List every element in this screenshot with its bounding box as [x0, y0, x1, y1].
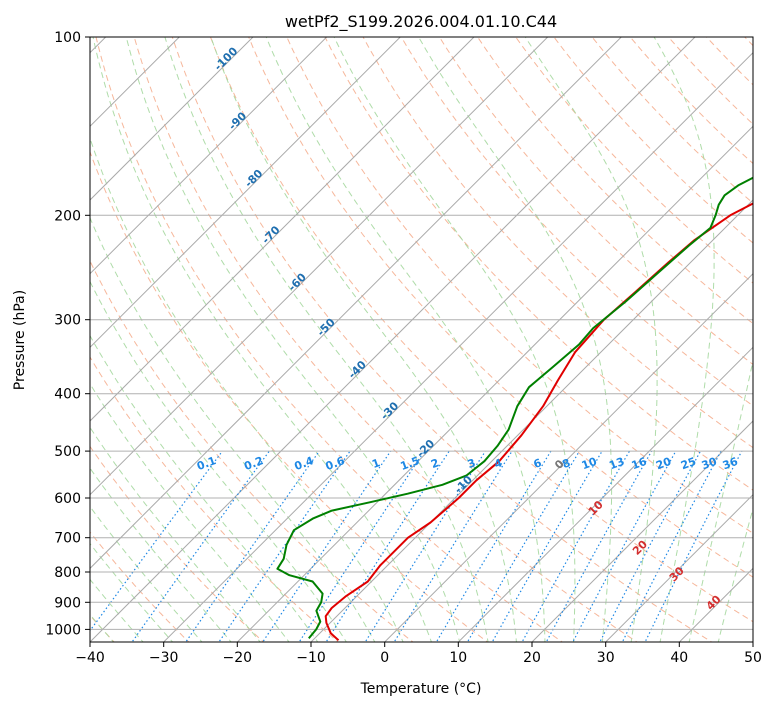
y-tick-label: 300 [54, 313, 81, 329]
isotherm-line [604, 493, 753, 642]
mixing-ratio-label: 16 [630, 455, 649, 473]
y-tick-label: 100 [54, 30, 81, 46]
mixing-ratio-line [131, 450, 270, 642]
isotherm-line [90, 37, 254, 201]
profile-lines [276, 176, 753, 642]
mixing-ratio-line [325, 450, 450, 642]
mixing-ratio-label: 0.4 [293, 454, 316, 473]
mixing-ratio-label: 0.1 [195, 454, 218, 473]
x-axis-label: Temperature (°C) [360, 681, 482, 697]
mixing-ratio-line [572, 450, 677, 642]
dry-adiabat-line [90, 150, 489, 642]
mixing-ratio-line [393, 450, 513, 642]
chart-title: wetPf2_S199.2026.004.01.10.C44 [285, 12, 557, 32]
y-tick-label: 500 [54, 444, 81, 460]
mixing-ratio-label: 1 [370, 456, 382, 471]
moist-adiabat-line [90, 216, 376, 642]
mixing-ratio-label: 30 [700, 455, 719, 473]
y-tick-label: 700 [54, 531, 81, 547]
mixing-ratio-line [599, 450, 702, 642]
mixing-ratio-label: 8 [560, 456, 572, 471]
y-tick-label: 1000 [45, 622, 81, 638]
x-tick-label: −30 [149, 650, 179, 666]
mixing-ratio-line [621, 450, 722, 642]
mixing-ratio-label: 13 [607, 455, 626, 472]
isotherm-line [383, 272, 753, 642]
x-tick-label: 20 [523, 650, 541, 666]
mixing-ratio-line [262, 450, 392, 642]
pressure-gridlines [90, 37, 753, 630]
mixing-ratio-line [90, 450, 223, 632]
mixing-ratio-label: 1.5 [399, 454, 422, 473]
mixing-ratio-label: 36 [721, 455, 740, 473]
y-tick-label: 400 [54, 387, 81, 403]
mixing-ratio-label: 0.6 [324, 454, 347, 473]
y-tick-label: 800 [54, 565, 81, 581]
y-tick-label: 200 [54, 208, 81, 224]
mixing-ratio-label: 0.2 [242, 454, 265, 473]
x-tick-label: −20 [223, 650, 253, 666]
isotherm-line [236, 125, 753, 642]
mixing-ratio-label: 20 [654, 455, 673, 473]
y-axis: 1000 900 800 700 600 500 400 300 200 100 [45, 30, 90, 638]
isotherm-line [90, 37, 402, 349]
isotherm-line [457, 346, 753, 642]
isotherm-line [90, 37, 181, 128]
mixing-ratio-line [364, 450, 486, 642]
x-axis: −40 −30 −20 −10 0 10 20 30 40 50 [75, 642, 762, 666]
x-tick-label: 10 [449, 650, 467, 666]
x-tick-label: 0 [380, 650, 389, 666]
mixing-ratio-label: 2 [429, 456, 441, 471]
mixing-ratio-label: 3 [466, 456, 478, 471]
isotherm-line [90, 37, 475, 422]
mixing-ratio-line [466, 450, 580, 642]
x-tick-label: −10 [296, 650, 326, 666]
temperature-profile-line [324, 202, 753, 642]
x-tick-label: 30 [597, 650, 615, 666]
y-axis-label: Pressure (hPa) [12, 290, 28, 390]
isotherm-line [90, 37, 549, 496]
mixing-ratio-label: 6 [532, 456, 544, 471]
mixing-ratio-label: 25 [679, 455, 698, 472]
isotherm-line [162, 51, 753, 642]
dry-adiabat-line [90, 259, 414, 642]
isotherm-line [90, 37, 696, 642]
mixing-ratio-label: 10 [580, 455, 599, 473]
mixing-ratio-line [298, 450, 425, 642]
x-tick-label: −40 [75, 650, 105, 666]
mixing-ratio-line [185, 450, 320, 642]
isotherm-line [90, 37, 623, 570]
mixing-ratio-label: 4 [492, 456, 504, 471]
x-tick-label: 50 [744, 650, 762, 666]
y-tick-label: 600 [54, 491, 81, 507]
dewpoint-profile-line [276, 176, 753, 639]
mixing-ratio-line [218, 450, 351, 642]
x-tick-label: 40 [670, 650, 688, 666]
y-tick-label: 900 [54, 595, 81, 611]
isotherm-line [310, 199, 753, 642]
isotherm-line [90, 37, 328, 275]
plot-frame [89, 36, 754, 643]
isotherm-line [531, 420, 753, 642]
